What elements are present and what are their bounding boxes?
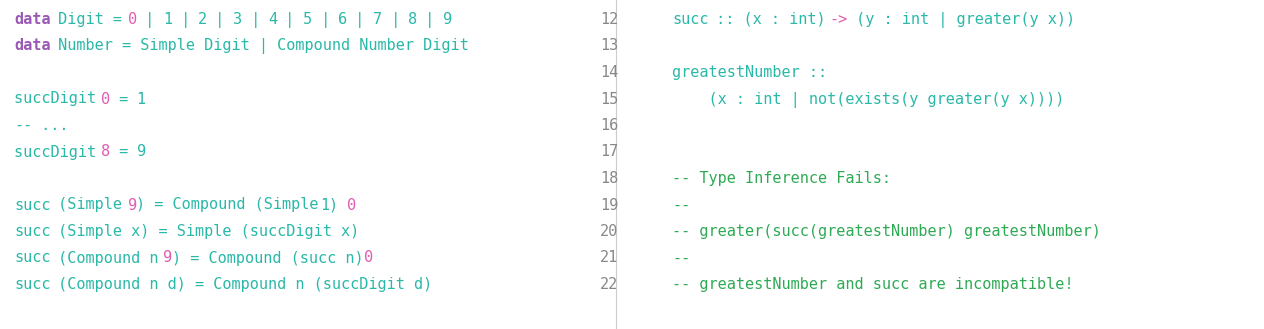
Text: |: |: [417, 12, 444, 28]
Text: --: --: [14, 118, 33, 133]
Text: :: (x : int): :: (x : int): [707, 12, 834, 27]
Text: 6: 6: [337, 12, 346, 27]
Text: -- greater(succ(greatestNumber) greatestNumber): -- greater(succ(greatestNumber) greatest…: [672, 224, 1101, 239]
Text: (Simple x) = Simple (succDigit x): (Simple x) = Simple (succDigit x): [49, 224, 359, 239]
Text: ) = Compound (Simple: ) = Compound (Simple: [137, 197, 329, 213]
Text: (Compound n: (Compound n: [49, 250, 168, 266]
Text: |: |: [277, 12, 303, 28]
Text: 2: 2: [197, 12, 207, 27]
Text: ) = Compound (succ n): ) = Compound (succ n): [172, 250, 373, 266]
Text: 5: 5: [303, 12, 312, 27]
Text: 19: 19: [599, 197, 618, 213]
Text: 0: 0: [101, 91, 111, 107]
Text: 8: 8: [101, 144, 111, 160]
Text: (y : int | greater(y x)): (y : int | greater(y x)): [847, 12, 1076, 28]
Text: succ: succ: [14, 224, 51, 239]
Text: 3: 3: [233, 12, 241, 27]
Text: succ: succ: [672, 12, 709, 27]
Text: |: |: [382, 12, 408, 28]
Text: (Simple: (Simple: [49, 197, 131, 213]
Text: 15: 15: [599, 91, 618, 107]
Text: |: |: [241, 12, 269, 28]
Text: 13: 13: [599, 38, 618, 54]
Text: Number = Simple Digit | Compound Number Digit: Number = Simple Digit | Compound Number …: [49, 38, 469, 55]
Text: data: data: [14, 38, 51, 54]
Text: 7: 7: [373, 12, 382, 27]
Text: data: data: [14, 12, 51, 27]
Text: succDigit: succDigit: [14, 144, 105, 160]
Text: 0: 0: [346, 197, 355, 213]
Text: -- Type Inference Fails:: -- Type Inference Fails:: [672, 171, 891, 186]
Text: --: --: [672, 197, 690, 213]
Text: greatestNumber ::: greatestNumber ::: [672, 65, 827, 80]
Text: succ: succ: [14, 250, 51, 266]
Text: 9: 9: [442, 12, 451, 27]
Text: 9: 9: [163, 250, 172, 266]
Text: 18: 18: [599, 171, 618, 186]
Text: |: |: [172, 12, 198, 28]
Text: (x : int | not(exists(y greater(y x)))): (x : int | not(exists(y greater(y x)))): [672, 91, 1064, 108]
Text: 1: 1: [163, 12, 172, 27]
Text: |: |: [311, 12, 339, 28]
Text: (Compound n d) = Compound n (succDigit d): (Compound n d) = Compound n (succDigit d…: [49, 277, 432, 292]
Text: |: |: [346, 12, 374, 28]
Text: ->: ->: [829, 12, 848, 27]
Text: 22: 22: [599, 277, 618, 292]
Text: 9: 9: [128, 197, 137, 213]
Text: |: |: [206, 12, 234, 28]
Text: 12: 12: [599, 12, 618, 27]
Text: ...: ...: [32, 118, 68, 133]
Text: succDigit: succDigit: [14, 91, 105, 107]
Text: 0: 0: [364, 250, 373, 266]
Text: Digit =: Digit =: [49, 12, 131, 27]
Text: 8: 8: [408, 12, 417, 27]
Text: 1: 1: [320, 197, 330, 213]
Text: 14: 14: [599, 65, 618, 80]
Text: 20: 20: [599, 224, 618, 239]
Text: 16: 16: [599, 118, 618, 133]
Text: -- greatestNumber and succ are incompatible!: -- greatestNumber and succ are incompati…: [672, 277, 1073, 292]
Text: 21: 21: [599, 250, 618, 266]
Text: =: =: [110, 144, 138, 160]
Text: 1: 1: [137, 91, 145, 107]
Text: succ: succ: [14, 277, 51, 292]
Text: 17: 17: [599, 144, 618, 160]
Text: 0: 0: [128, 12, 137, 27]
Text: --: --: [672, 250, 690, 266]
Text: ): ): [329, 197, 348, 213]
Text: 4: 4: [268, 12, 277, 27]
Text: |: |: [137, 12, 164, 28]
Text: 9: 9: [137, 144, 145, 160]
Text: =: =: [110, 91, 138, 107]
Text: succ: succ: [14, 197, 51, 213]
